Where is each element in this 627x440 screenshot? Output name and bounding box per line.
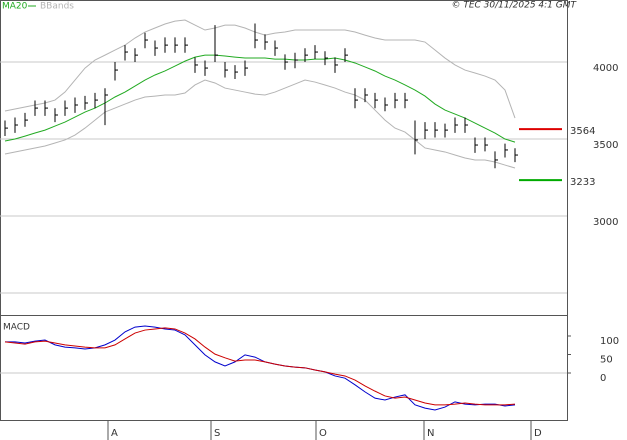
macd-tick-label: 50	[600, 354, 613, 365]
x-tick-label: O	[319, 428, 327, 439]
level-label: 3564	[570, 126, 595, 137]
x-tick-label: A	[111, 428, 118, 439]
y-tick-label: 3500	[593, 140, 618, 151]
x-tick-label: N	[427, 428, 434, 439]
legend-ma20: MA20	[2, 2, 28, 12]
macd-panel	[0, 315, 568, 421]
macd-line-0	[5, 325, 516, 411]
band-lower	[4, 79, 516, 169]
level-label: 3233	[570, 177, 595, 188]
x-tick-label: S	[214, 428, 220, 439]
price-panel	[0, 0, 568, 316]
source: © TEC 30/11/2025 4:1 GMT	[451, 1, 577, 11]
y-tick-label: 4000	[593, 63, 618, 74]
legend-bbands: BBands	[40, 2, 74, 12]
x-tick-label: D	[534, 428, 542, 439]
macd-title: MACD	[3, 323, 30, 333]
line-0	[4, 54, 516, 143]
macd-tick-label: 0	[600, 373, 606, 384]
y-tick-label: 3000	[593, 217, 618, 228]
line-1	[4, 19, 516, 119]
macd-line-1	[4, 327, 516, 406]
macd-tick-label: 100	[600, 336, 619, 347]
